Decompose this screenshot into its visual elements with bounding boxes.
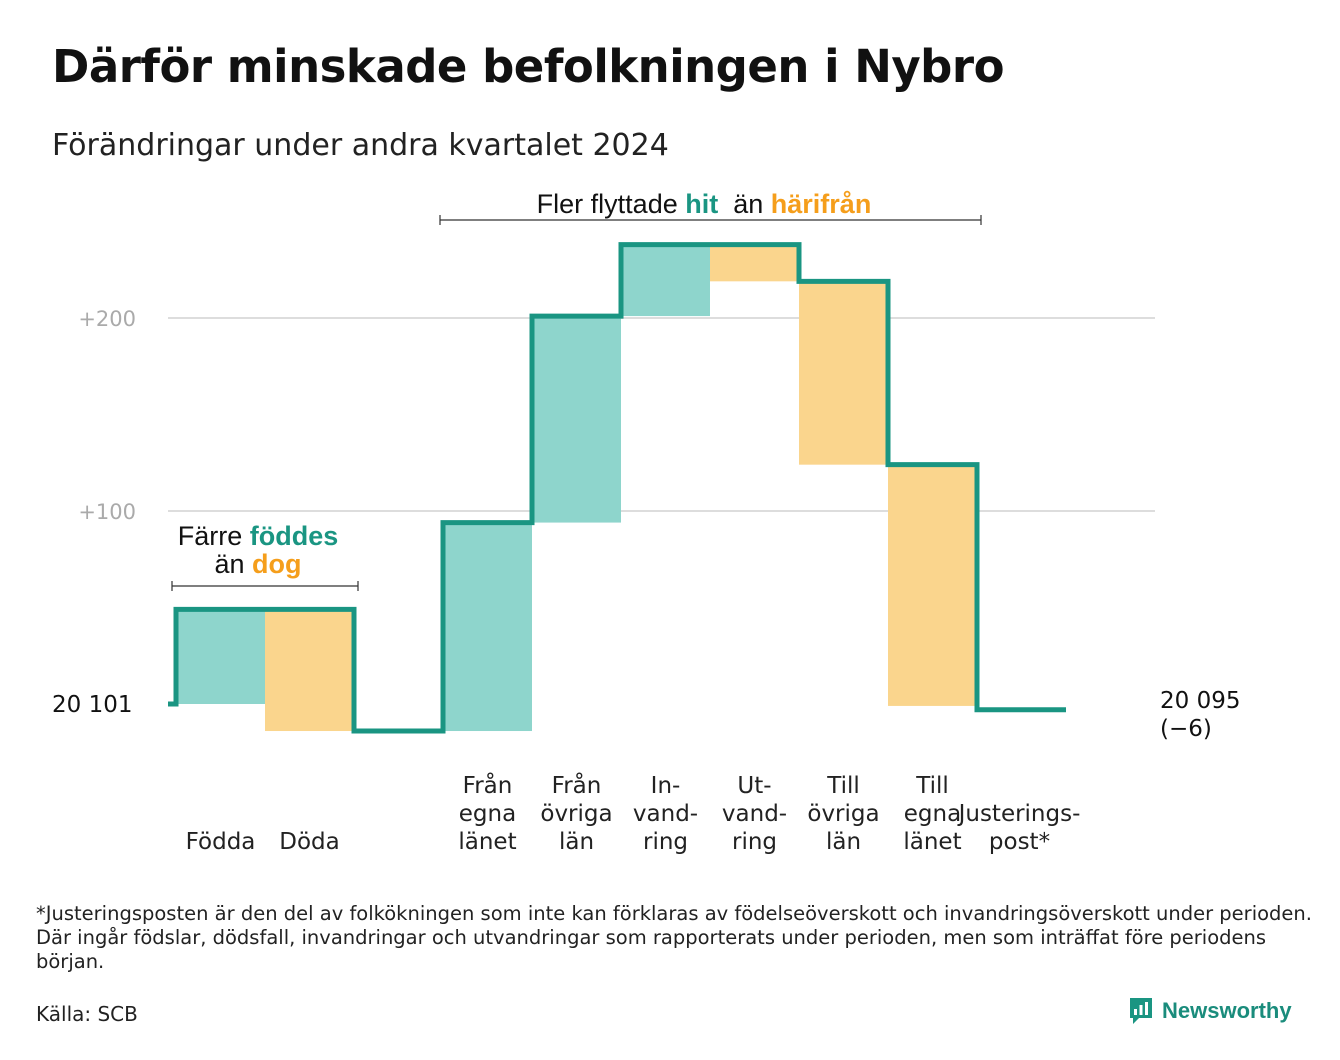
bar-outflow	[265, 609, 354, 732]
category-label: Ut-vand-ring	[722, 773, 787, 855]
category-label: Justerings-post*	[957, 801, 1081, 855]
category-label: Från övriga län	[540, 771, 612, 855]
category-label: Till egna länet	[903, 773, 961, 855]
bar-inflow	[443, 522, 532, 732]
brand: Newsworthy	[1128, 996, 1292, 1026]
births-annotation-line: Färre föddes	[178, 521, 339, 551]
bar-outflow	[888, 464, 977, 706]
category-label: In-vand-ring	[633, 773, 698, 855]
chart-title: Därför minskade befolkningen i Nybro	[52, 40, 1005, 93]
line-layer	[168, 242, 1066, 734]
footnote: *Justeringsposten är den del av folkökni…	[36, 902, 1312, 973]
newsworthy-logo-icon	[1130, 998, 1152, 1024]
migration-annotation: Fler flyttade hit än härifrån	[537, 189, 872, 219]
waterfall-chart: +100 +200 Födda Döda Från egna länet Från övrig…	[52, 189, 1240, 855]
start-value-label: 20 101	[52, 692, 132, 718]
births-annotation-line: än dog	[214, 549, 301, 579]
source-note: Källa: SCB	[36, 1002, 138, 1026]
end-value-label: 20 095	[1160, 688, 1240, 714]
category-label: Födda	[186, 829, 256, 855]
population-step-line	[168, 242, 1066, 734]
y-tick-label: +100	[78, 500, 136, 524]
y-tick-label: +200	[78, 307, 136, 331]
category-label: Från egna länet	[458, 771, 516, 855]
chart-subtitle: Förändringar under andra kvartalet 2024	[52, 128, 669, 163]
category-label: Till övriga län	[807, 773, 879, 855]
bar-outflow	[799, 281, 888, 465]
end-change-label: (−6)	[1160, 716, 1212, 742]
bar-inflow	[176, 609, 265, 704]
bar-layer	[176, 244, 977, 732]
brand-name: Newsworthy	[1162, 998, 1292, 1023]
bar-inflow	[621, 244, 710, 317]
grid-layer: +100 +200	[78, 307, 1155, 524]
bar-outflow	[710, 244, 799, 282]
label-layer: Födda Döda Från egna länet Från övriga län In-va…	[52, 688, 1240, 855]
category-label: Döda	[279, 829, 339, 855]
bar-inflow	[532, 316, 621, 523]
